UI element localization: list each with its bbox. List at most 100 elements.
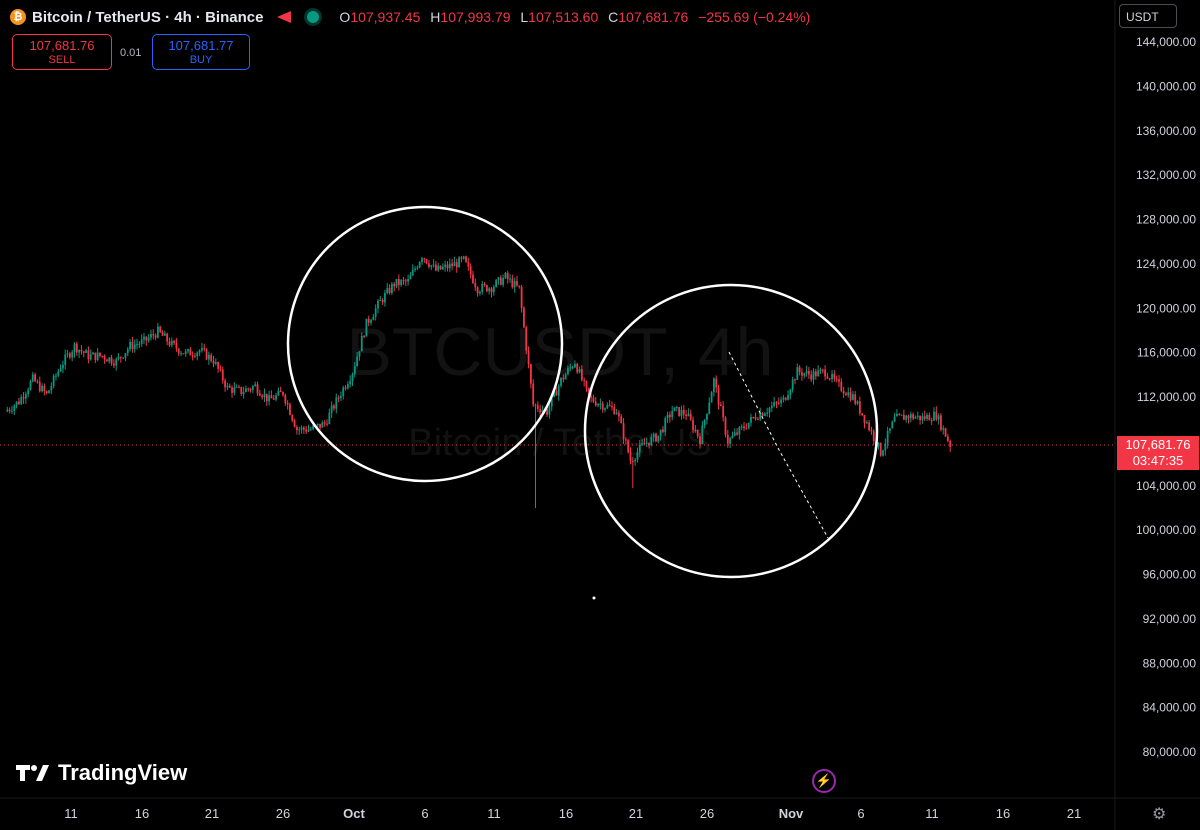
- candle-body: [513, 281, 516, 288]
- candle-body: [780, 399, 782, 404]
- candle-body: [546, 409, 548, 415]
- tradingview-logo[interactable]: TradingView: [16, 760, 187, 786]
- candle-body: [845, 393, 847, 396]
- candle-body: [553, 391, 555, 397]
- candle-body: [462, 256, 465, 259]
- price-tick-label: 104,000.00: [1136, 479, 1196, 493]
- candle-body: [599, 403, 602, 405]
- candle-body: [444, 264, 447, 267]
- candle-body: [198, 350, 201, 353]
- candle-body: [68, 353, 71, 358]
- candle-body: [38, 381, 41, 392]
- candle-body: [344, 387, 347, 389]
- candle-body: [928, 415, 931, 421]
- candle-body: [240, 387, 243, 395]
- candle-body: [275, 395, 277, 400]
- candle-body: [221, 369, 224, 381]
- buy-button[interactable]: 107,681.77 BUY: [152, 34, 250, 70]
- bar-countdown: 03:47:35: [1132, 453, 1184, 468]
- candle-body: [518, 285, 521, 287]
- candle-body: [374, 308, 377, 317]
- candle-body: [787, 395, 789, 400]
- candle-body: [750, 417, 752, 423]
- spread-value: 0.01: [120, 47, 142, 59]
- highlight-circle-right[interactable]: [583, 283, 879, 579]
- candle-body: [175, 343, 178, 349]
- trend-line-projection[interactable]: [777, 447, 829, 539]
- candle-body: [124, 353, 127, 358]
- candle-body: [909, 414, 912, 419]
- candle-body: [865, 422, 868, 424]
- candle-body: [580, 369, 583, 381]
- candle-body: [937, 415, 940, 420]
- highlight-circle-left[interactable]: [286, 205, 564, 483]
- candle-body: [643, 443, 646, 445]
- time-axis[interactable]: 11 16 21 26 Oct 6 11 16 21 26 Nov 6 11 16 21: [64, 806, 1081, 821]
- candle-body: [574, 363, 576, 368]
- time-tick-label: 11: [64, 806, 78, 821]
- candle-body: [451, 263, 454, 267]
- candle-body: [719, 404, 722, 407]
- flag-icon[interactable]: [277, 11, 291, 23]
- candle-body: [465, 256, 467, 263]
- candle-body: [330, 405, 333, 413]
- candle-body: [624, 439, 627, 441]
- candle-body: [511, 278, 514, 288]
- candle-body: [657, 435, 660, 442]
- candle-body: [101, 356, 104, 358]
- candle-body: [814, 371, 817, 377]
- candle-body: [884, 443, 887, 451]
- price-tick-label: 116,000.00: [1137, 346, 1196, 360]
- candle-body: [80, 349, 83, 352]
- candle-body: [238, 386, 240, 388]
- candle-body: [940, 415, 942, 430]
- symbol-title[interactable]: Bitcoin / TetherUS · 4h · Binance: [32, 8, 264, 26]
- candle-body: [801, 372, 803, 376]
- price-axis[interactable]: 144,000.00 140,000.00 136,000.00 132,000.00…: [1136, 35, 1196, 759]
- candle-body: [340, 396, 342, 398]
- candle-body: [680, 409, 683, 416]
- candle-body: [145, 336, 148, 341]
- candle-body: [611, 406, 613, 408]
- currency-select[interactable]: USDT: [1119, 4, 1177, 28]
- candle-body: [738, 427, 741, 435]
- candle-body: [136, 344, 138, 346]
- candle-body: [833, 373, 836, 379]
- sell-button[interactable]: 107,681.76 SELL: [12, 34, 112, 70]
- candle-body: [668, 414, 671, 418]
- candle-body: [868, 422, 871, 431]
- candle-body: [388, 288, 391, 294]
- candle-body: [504, 272, 507, 279]
- candle-body: [460, 257, 463, 259]
- settings-icon[interactable]: ⚙: [1152, 806, 1167, 823]
- candle-body: [351, 374, 354, 381]
- candle-body: [41, 385, 43, 392]
- price-tick-label: 96,000.00: [1143, 568, 1197, 582]
- candle-body: [73, 343, 76, 353]
- candle-body: [140, 339, 143, 344]
- candle-body: [539, 409, 542, 413]
- candle-body: [217, 362, 220, 369]
- candle-body: [298, 429, 301, 431]
- candle-body: [740, 426, 743, 428]
- candle-body: [99, 352, 101, 357]
- candle-body: [242, 392, 245, 395]
- close-key: C: [608, 9, 619, 25]
- candle-body: [207, 354, 210, 360]
- bitcoin-icon[interactable]: ₿: [10, 9, 26, 25]
- candle-body: [831, 373, 833, 380]
- candle-body: [423, 258, 426, 260]
- candle-body: [933, 411, 935, 421]
- lightning-icon[interactable]: ⚡: [812, 769, 836, 793]
- candle-body: [757, 419, 759, 421]
- candle-body: [659, 429, 662, 436]
- candle-body: [731, 435, 734, 439]
- candle-body: [743, 426, 745, 429]
- candle-body: [648, 442, 650, 446]
- candle-body: [196, 352, 199, 357]
- candle-body: [469, 266, 472, 275]
- candle-body: [523, 307, 525, 328]
- price-tick-label: 128,000.00: [1136, 213, 1196, 227]
- candle-body: [390, 283, 393, 294]
